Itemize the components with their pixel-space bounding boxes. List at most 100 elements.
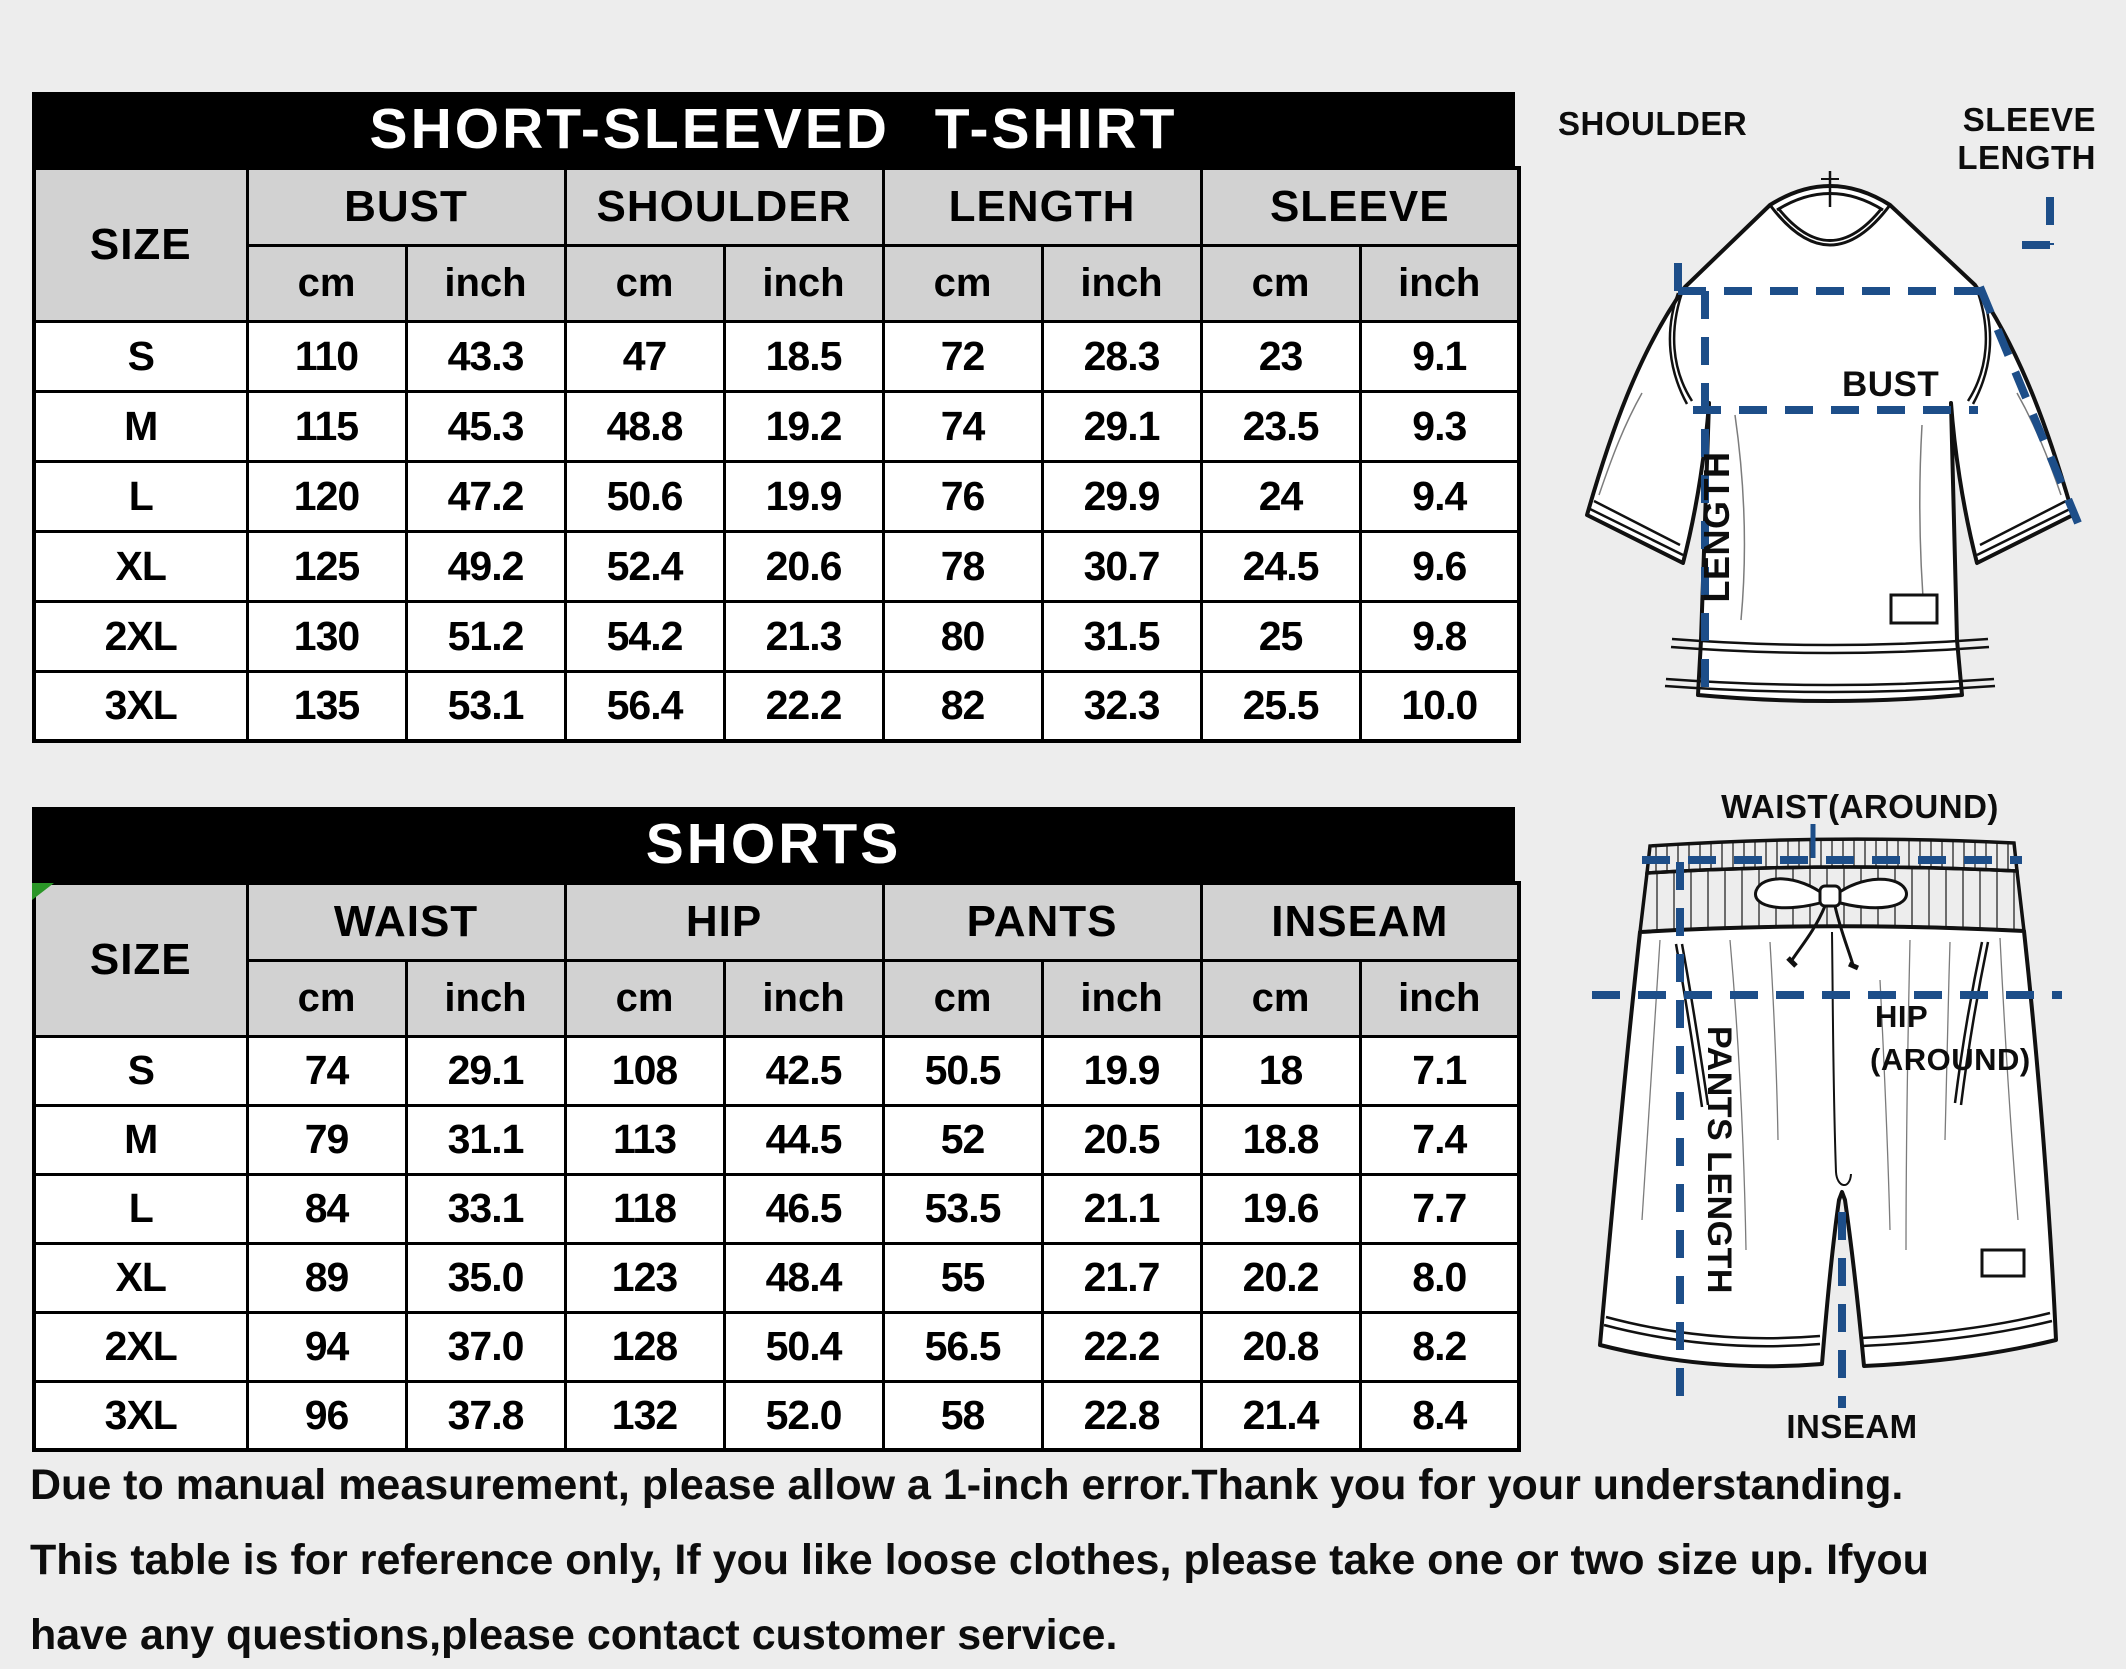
tshirt-size-table: SIZE BUST SHOULDER LENGTH SLEEVE cm inch… (32, 166, 1522, 743)
table-row: XL 125 49.2 52.4 20.6 78 30.7 24.5 9.6 (32, 529, 1521, 603)
inseam-label: INSEAM (1786, 1408, 1917, 1445)
shorts-group-hip: HIP (563, 881, 885, 962)
value-cell: 31.5 (1040, 599, 1203, 673)
shorts-creases (1641, 937, 2019, 1251)
value-cell: 54.2 (563, 599, 726, 673)
tshirt-collar (1768, 171, 1892, 247)
table-row: L 120 47.2 50.6 19.9 76 29.9 24 9.4 (32, 459, 1521, 533)
value-cell: 46.5 (722, 1172, 885, 1245)
value-cell: 84 (245, 1172, 408, 1245)
tshirt-table-section: SHORT-SLEEVED T-SHIRT SIZE BUST SHOULDER… (32, 92, 1522, 743)
shorts-measurement-lines (1592, 824, 2062, 1408)
table-row: 2XL 130 51.2 54.2 21.3 80 31.5 25 9.8 (32, 599, 1521, 673)
size-cell: 3XL (32, 669, 249, 743)
unit-cm: cm (881, 243, 1044, 323)
value-cell: 135 (245, 669, 408, 743)
size-cell: M (32, 389, 249, 463)
value-cell: 56.4 (563, 669, 726, 743)
value-cell: 49.2 (404, 529, 567, 603)
value-cell: 123 (563, 1241, 726, 1314)
value-cell: 80 (881, 599, 1044, 673)
tshirt-size-header: SIZE (32, 166, 249, 323)
table-row: M 115 45.3 48.8 19.2 74 29.1 23.5 9.3 (32, 389, 1521, 463)
value-cell: 20.8 (1199, 1310, 1362, 1383)
value-cell: 22.8 (1040, 1379, 1203, 1452)
value-cell: 9.1 (1358, 319, 1521, 393)
value-cell: 21.3 (722, 599, 885, 673)
tshirt-group-header-row: SIZE BUST SHOULDER LENGTH SLEEVE (32, 166, 1521, 323)
excel-corner-artifact (32, 883, 54, 900)
unit-cm: cm (563, 243, 726, 323)
value-cell: 33.1 (404, 1172, 567, 1245)
value-cell: 78 (881, 529, 1044, 603)
shorts-legs (1598, 924, 2058, 1369)
size-cell: M (32, 1103, 249, 1176)
value-cell: 47.2 (404, 459, 567, 533)
value-cell: 8.2 (1358, 1310, 1521, 1383)
shorts-size-table: SIZE WAIST HIP PANTS INSEAM cm inch cm i… (32, 881, 1522, 1452)
value-cell: 8.4 (1358, 1379, 1521, 1452)
unit-inch: inch (1358, 958, 1521, 1038)
tshirt-unit-header-row: cm inch cm inch cm inch cm inch (34, 243, 1521, 323)
shorts-table-title: SHORTS (32, 807, 1515, 881)
value-cell: 22.2 (722, 669, 885, 743)
value-cell: 50.4 (722, 1310, 885, 1383)
table-row: 3XL 96 37.8 132 52.0 58 22.8 21.4 8.4 (32, 1379, 1521, 1452)
value-cell: 19.6 (1199, 1172, 1362, 1245)
value-cell: 48.4 (722, 1241, 885, 1314)
unit-inch: inch (1358, 243, 1521, 323)
value-cell: 19.9 (1040, 1034, 1203, 1107)
value-cell: 52.4 (563, 529, 726, 603)
value-cell: 20.2 (1199, 1241, 1362, 1314)
size-cell: 3XL (32, 1379, 249, 1452)
value-cell: 29.1 (404, 1034, 567, 1107)
sleeve-length-label-line1: SLEEVE (1963, 101, 2096, 138)
value-cell: 19.9 (722, 459, 885, 533)
value-cell: 108 (563, 1034, 726, 1107)
value-cell: 79 (245, 1103, 408, 1176)
value-cell: 128 (563, 1310, 726, 1383)
tshirt-group-bust: BUST (245, 166, 567, 247)
value-cell: 7.4 (1358, 1103, 1521, 1176)
drawstring-bow (1754, 877, 1908, 971)
table-row: 3XL 135 53.1 56.4 22.2 82 32.3 25.5 10.0 (32, 669, 1521, 743)
value-cell: 31.1 (404, 1103, 567, 1176)
value-cell: 35.0 (404, 1241, 567, 1314)
value-cell: 25.5 (1199, 669, 1362, 743)
unit-inch: inch (404, 958, 567, 1038)
value-cell: 37.0 (404, 1310, 567, 1383)
table-row: XL 89 35.0 123 48.4 55 21.7 20.2 8.0 (32, 1241, 1521, 1314)
shorts-group-pants: PANTS (881, 881, 1203, 962)
value-cell: 50.6 (563, 459, 726, 533)
shorts-unit-header-row: cm inch cm inch cm inch cm inch (34, 958, 1521, 1038)
unit-cm: cm (245, 958, 408, 1038)
value-cell: 52.0 (722, 1379, 885, 1452)
bust-label: BUST (1842, 365, 1939, 404)
value-cell: 29.1 (1040, 389, 1203, 463)
value-cell: 23 (1199, 319, 1362, 393)
value-cell: 24 (1199, 459, 1362, 533)
value-cell: 28.3 (1040, 319, 1203, 393)
value-cell: 43.3 (404, 319, 567, 393)
value-cell: 74 (881, 389, 1044, 463)
shorts-group-waist: WAIST (245, 881, 567, 962)
tshirt-group-shoulder: SHOULDER (563, 166, 885, 247)
value-cell: 53.1 (404, 669, 567, 743)
shorts-group-header-row: SIZE WAIST HIP PANTS INSEAM (32, 881, 1521, 1038)
tshirt-hem-tag (1889, 593, 1939, 625)
value-cell: 89 (245, 1241, 408, 1314)
unit-inch: inch (1040, 958, 1203, 1038)
value-cell: 9.4 (1358, 459, 1521, 533)
unit-cm: cm (881, 958, 1044, 1038)
size-cell: XL (32, 529, 249, 603)
value-cell: 24.5 (1199, 529, 1362, 603)
value-cell: 20.5 (1040, 1103, 1203, 1176)
value-cell: 56.5 (881, 1310, 1044, 1383)
value-cell: 115 (245, 389, 408, 463)
size-cell: S (32, 319, 249, 393)
length-label: LENGTH (1696, 452, 1737, 603)
value-cell: 21.7 (1040, 1241, 1203, 1314)
unit-inch: inch (404, 243, 567, 323)
tshirt-seams (1589, 286, 2071, 694)
value-cell: 82 (881, 669, 1044, 743)
